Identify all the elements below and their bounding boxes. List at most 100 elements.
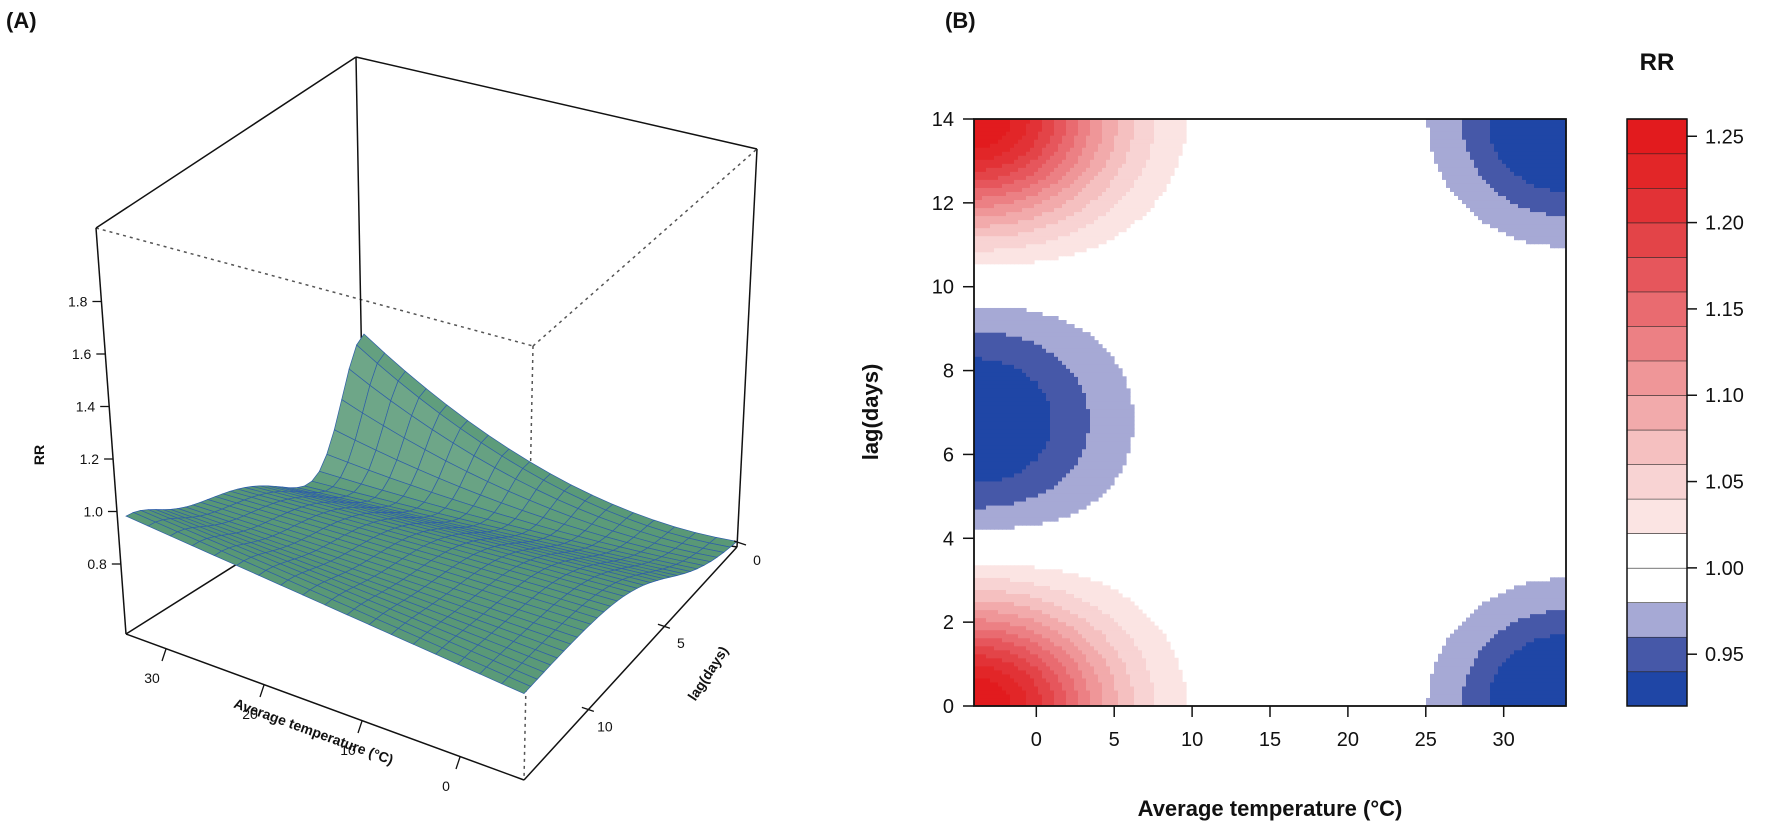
contour-cell xyxy=(994,163,999,168)
contour-cell xyxy=(1090,416,1095,422)
contour-cell xyxy=(1122,669,1127,675)
contour-cell xyxy=(1054,517,1059,522)
contour-cell xyxy=(1034,685,1039,691)
contour-cell xyxy=(1110,653,1115,659)
contour-cell xyxy=(1038,585,1043,590)
contour-cell xyxy=(1022,215,1027,221)
contour-cell xyxy=(1038,171,1043,176)
contour-cell xyxy=(1098,440,1103,446)
contour-cell xyxy=(1078,392,1083,398)
contour-cell xyxy=(1006,424,1011,430)
contour-cell xyxy=(1070,440,1075,446)
contour-cell xyxy=(1106,223,1111,229)
contour-cell xyxy=(1066,239,1071,245)
contour-cell xyxy=(978,127,983,132)
contour-cell xyxy=(1106,589,1111,595)
contour-cell xyxy=(1074,661,1079,667)
contour-cell xyxy=(990,565,995,570)
contour-cell xyxy=(1098,211,1103,217)
contour-cell xyxy=(1062,179,1067,184)
contour-cell xyxy=(1010,625,1015,631)
contour-cell xyxy=(1050,468,1055,474)
contour-cell xyxy=(1046,460,1051,466)
contour-cell xyxy=(1082,677,1087,683)
contour-cell xyxy=(1098,147,1103,152)
contour-cell xyxy=(1014,585,1019,590)
contour-cell xyxy=(1038,440,1043,446)
contour-cell xyxy=(1066,392,1071,398)
contour-cell xyxy=(1018,613,1023,619)
contour-cell xyxy=(974,645,979,651)
contour-cell xyxy=(974,673,979,679)
contour-cell xyxy=(1086,500,1091,506)
contour-cell xyxy=(1054,693,1059,699)
contour-cell xyxy=(974,597,979,603)
contour-cell xyxy=(1106,143,1111,148)
contour-cell xyxy=(1034,416,1039,422)
contour-cell xyxy=(1018,464,1023,470)
contour-cell xyxy=(1114,199,1119,205)
contour-cell xyxy=(1086,215,1091,221)
contour-cell xyxy=(978,131,983,136)
contour-cell xyxy=(998,155,1003,160)
contour-cell xyxy=(1038,472,1043,478)
contour-cell xyxy=(1038,408,1043,414)
contour-cell xyxy=(1046,432,1051,438)
contour-cell xyxy=(1074,336,1079,341)
contour-cell xyxy=(1026,573,1031,578)
contour-cell xyxy=(974,460,979,466)
contour-cell xyxy=(1074,657,1079,663)
contour-cell xyxy=(1026,444,1031,450)
contour-cell xyxy=(974,376,979,381)
contour-cell xyxy=(1062,613,1067,619)
contour-cell xyxy=(974,665,979,671)
contour-cell xyxy=(1018,235,1023,241)
contour-cell xyxy=(1046,645,1051,651)
contour-cell xyxy=(1118,653,1123,659)
contour-cell xyxy=(1022,175,1027,180)
contour-cell xyxy=(1054,191,1059,196)
contour-cell xyxy=(1070,460,1075,466)
contour-cell xyxy=(1066,187,1071,192)
contour-cell xyxy=(1090,661,1095,667)
contour-cell xyxy=(1038,685,1043,691)
lag-tick xyxy=(733,540,747,546)
contour-cell xyxy=(1050,480,1055,486)
contour-cell xyxy=(1102,119,1107,124)
contour-cell xyxy=(1006,517,1011,522)
contour-cell xyxy=(1006,496,1011,502)
contour-cell xyxy=(982,211,987,217)
contour-cell xyxy=(974,259,979,265)
contour-cell xyxy=(982,609,987,615)
contour-cell xyxy=(1070,464,1075,470)
contour-cell xyxy=(1118,171,1123,176)
contour-cell xyxy=(1098,384,1103,389)
contour-cell xyxy=(1022,593,1027,599)
contour-cell xyxy=(974,653,979,659)
contour-cell xyxy=(982,231,987,237)
contour-cell xyxy=(974,412,979,418)
contour-cell xyxy=(1022,340,1027,345)
contour-cell xyxy=(1034,609,1039,615)
contour-cell xyxy=(1002,605,1007,611)
contour-cell xyxy=(1038,400,1043,406)
contour-cell xyxy=(982,476,987,482)
contour-cell xyxy=(1010,155,1015,160)
contour-cell xyxy=(1106,372,1111,377)
contour-cell xyxy=(1042,492,1047,498)
contour-cell xyxy=(986,665,991,671)
contour-cell xyxy=(1050,573,1055,578)
contour-cell xyxy=(1098,376,1103,381)
contour-cell xyxy=(1050,332,1055,337)
contour-cell xyxy=(990,593,995,599)
contour-cell xyxy=(1082,384,1087,389)
contour-cell xyxy=(1106,151,1111,156)
contour-cell xyxy=(1106,693,1111,699)
contour-cell xyxy=(1042,255,1047,261)
contour-cell xyxy=(1054,685,1059,691)
contour-cell xyxy=(1006,432,1011,438)
contour-cell xyxy=(1062,617,1067,623)
contour-cell xyxy=(978,488,983,494)
contour-cell xyxy=(982,167,987,172)
contour-cell xyxy=(1110,404,1115,410)
